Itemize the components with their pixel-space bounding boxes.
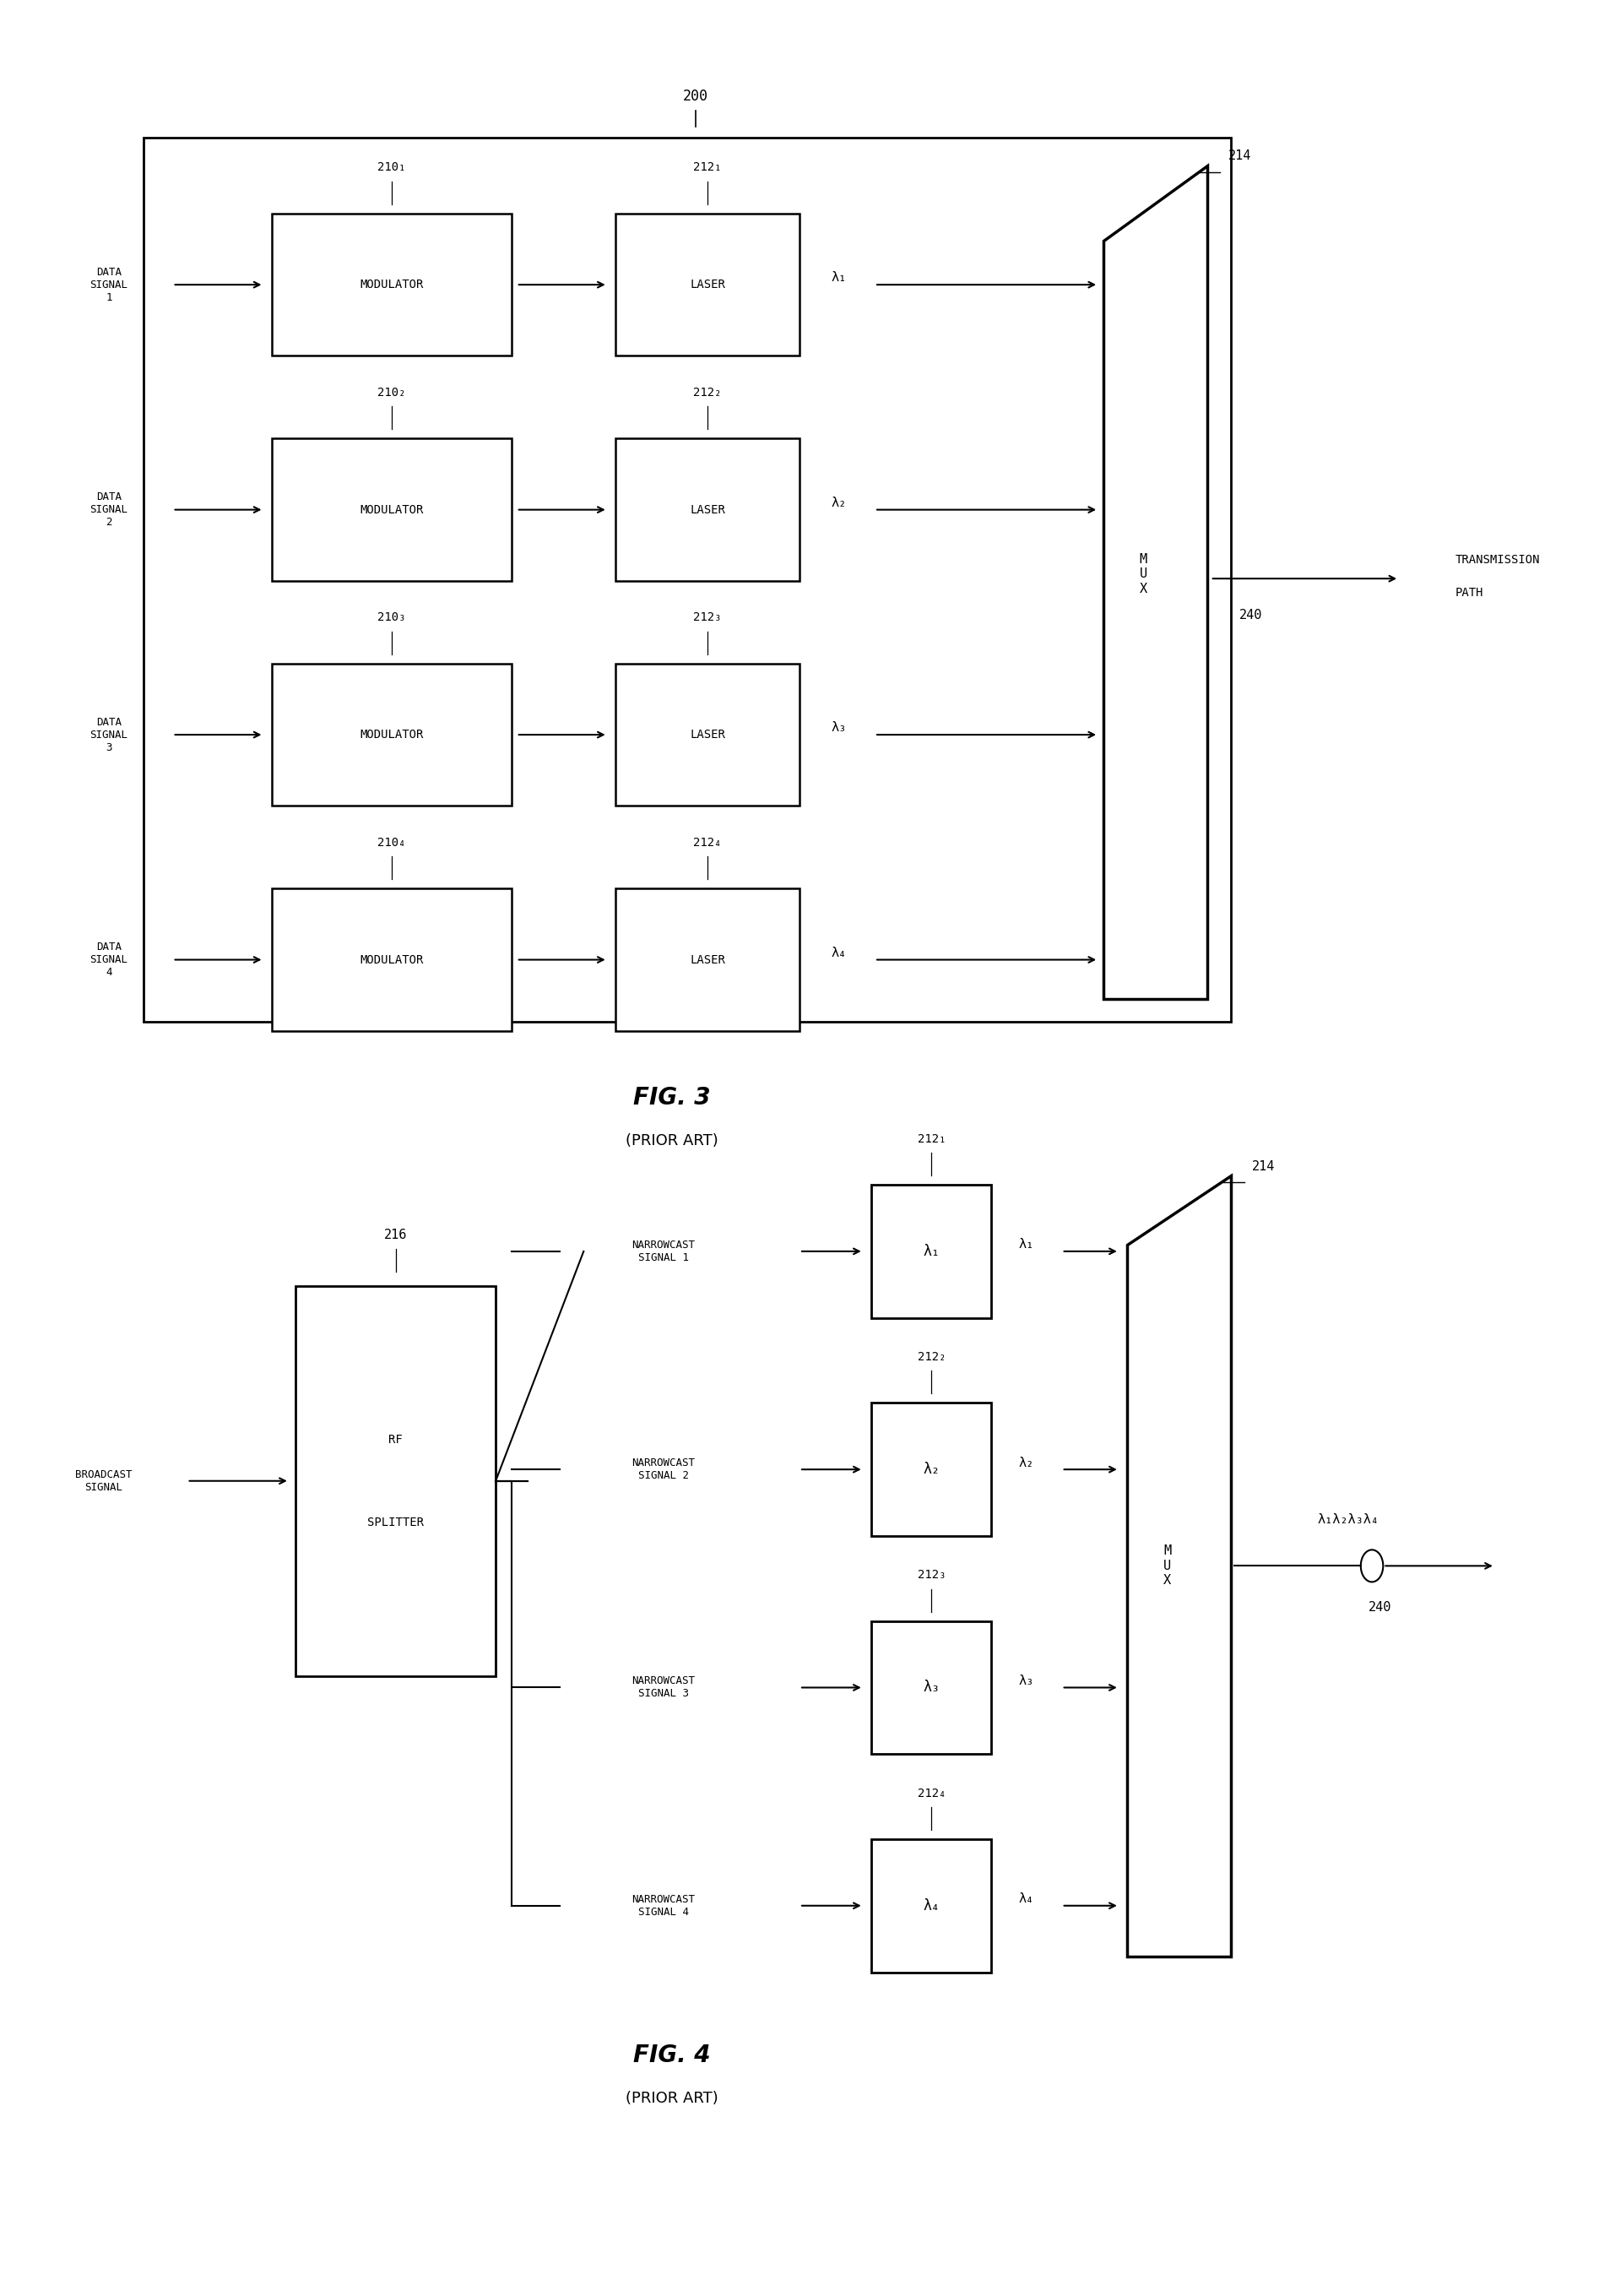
Text: λ₁λ₂λ₃λ₄: λ₁λ₂λ₃λ₄: [1318, 1513, 1378, 1527]
Text: NARROWCAST
SIGNAL 3: NARROWCAST SIGNAL 3: [632, 1676, 696, 1699]
Text: λ₄: λ₄: [831, 946, 847, 960]
Text: 214: 214: [1252, 1159, 1274, 1173]
Text: FIG. 4: FIG. 4: [633, 2043, 710, 2066]
Polygon shape: [1127, 1176, 1231, 1956]
Text: M
U
X: M U X: [1140, 553, 1146, 595]
Text: MODULATOR: MODULATOR: [360, 503, 424, 517]
Text: DATA
SIGNAL
2: DATA SIGNAL 2: [90, 491, 128, 528]
FancyBboxPatch shape: [272, 439, 512, 581]
Text: 212₃: 212₃: [918, 1568, 945, 1582]
Text: 212₁: 212₁: [694, 161, 721, 174]
FancyBboxPatch shape: [144, 138, 1231, 1022]
Text: 240: 240: [1239, 608, 1262, 622]
FancyBboxPatch shape: [272, 664, 512, 806]
Text: 212₃: 212₃: [694, 611, 721, 625]
Text: LASER: LASER: [689, 953, 726, 967]
FancyBboxPatch shape: [296, 1286, 496, 1676]
Text: λ₃: λ₃: [1019, 1674, 1035, 1688]
Text: LASER: LASER: [689, 278, 726, 292]
Text: λ₂: λ₂: [1019, 1456, 1035, 1469]
Text: DATA
SIGNAL
1: DATA SIGNAL 1: [90, 266, 128, 303]
Text: λ₁: λ₁: [923, 1244, 940, 1258]
Text: SPLITTER: SPLITTER: [368, 1515, 424, 1529]
Text: λ₃: λ₃: [923, 1681, 940, 1694]
Text: 214: 214: [1228, 149, 1250, 163]
Text: (PRIOR ART): (PRIOR ART): [625, 2092, 718, 2105]
Text: λ₁: λ₁: [1019, 1238, 1035, 1251]
Text: 240: 240: [1369, 1600, 1391, 1614]
FancyBboxPatch shape: [871, 1839, 991, 1972]
Text: λ₄: λ₄: [923, 1899, 940, 1913]
Text: MODULATOR: MODULATOR: [360, 728, 424, 742]
Text: MODULATOR: MODULATOR: [360, 278, 424, 292]
FancyBboxPatch shape: [616, 664, 800, 806]
Text: λ₂: λ₂: [831, 496, 847, 510]
FancyBboxPatch shape: [616, 214, 800, 356]
Text: MODULATOR: MODULATOR: [360, 953, 424, 967]
Text: NARROWCAST
SIGNAL 2: NARROWCAST SIGNAL 2: [632, 1458, 696, 1481]
Text: LASER: LASER: [689, 503, 726, 517]
FancyBboxPatch shape: [616, 889, 800, 1031]
Text: DATA
SIGNAL
3: DATA SIGNAL 3: [90, 716, 128, 753]
FancyBboxPatch shape: [871, 1403, 991, 1536]
Text: 212₂: 212₂: [918, 1350, 945, 1364]
Text: PATH: PATH: [1455, 585, 1484, 599]
Polygon shape: [1103, 165, 1207, 999]
Text: λ₂: λ₂: [923, 1463, 940, 1476]
Text: 210₂: 210₂: [377, 386, 406, 400]
Text: 216: 216: [384, 1228, 408, 1242]
Text: NARROWCAST
SIGNAL 1: NARROWCAST SIGNAL 1: [632, 1240, 696, 1263]
Text: 210₄: 210₄: [377, 836, 406, 850]
Text: 212₄: 212₄: [694, 836, 721, 850]
Text: λ₁: λ₁: [831, 271, 847, 285]
Text: 212₄: 212₄: [918, 1786, 945, 1800]
Text: M
U
X: M U X: [1164, 1545, 1170, 1587]
Text: 212₁: 212₁: [918, 1132, 945, 1146]
Text: FIG. 3: FIG. 3: [633, 1086, 710, 1109]
Text: LASER: LASER: [689, 728, 726, 742]
Text: DATA
SIGNAL
4: DATA SIGNAL 4: [90, 941, 128, 978]
Text: 212₂: 212₂: [694, 386, 721, 400]
Text: 200: 200: [683, 90, 708, 103]
Text: λ₄: λ₄: [1019, 1892, 1035, 1906]
Text: λ₃: λ₃: [831, 721, 847, 735]
FancyBboxPatch shape: [616, 439, 800, 581]
FancyBboxPatch shape: [272, 889, 512, 1031]
FancyBboxPatch shape: [871, 1185, 991, 1318]
Text: (PRIOR ART): (PRIOR ART): [625, 1134, 718, 1148]
FancyBboxPatch shape: [871, 1621, 991, 1754]
Text: 210₃: 210₃: [377, 611, 406, 625]
Text: BROADCAST
SIGNAL: BROADCAST SIGNAL: [75, 1469, 133, 1492]
Text: 210₁: 210₁: [377, 161, 406, 174]
Text: NARROWCAST
SIGNAL 4: NARROWCAST SIGNAL 4: [632, 1894, 696, 1917]
FancyBboxPatch shape: [272, 214, 512, 356]
Text: TRANSMISSION: TRANSMISSION: [1455, 553, 1540, 567]
Text: RF: RF: [389, 1433, 403, 1446]
